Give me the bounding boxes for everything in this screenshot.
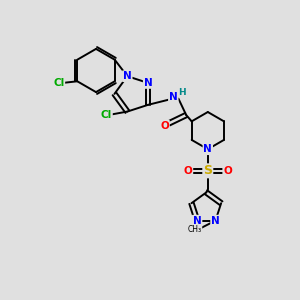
Text: N: N [123,71,132,81]
Text: Cl: Cl [101,110,112,120]
Text: N: N [144,78,152,88]
Text: O: O [160,121,169,131]
Text: S: S [203,164,212,177]
Text: H: H [178,88,186,97]
Text: CH₃: CH₃ [188,224,202,233]
Text: O: O [223,166,232,176]
Text: N: N [211,216,220,226]
Text: Cl: Cl [53,78,64,88]
Text: N: N [193,216,202,226]
Text: O: O [184,166,192,176]
Text: N: N [169,92,178,102]
Text: N: N [203,144,212,154]
